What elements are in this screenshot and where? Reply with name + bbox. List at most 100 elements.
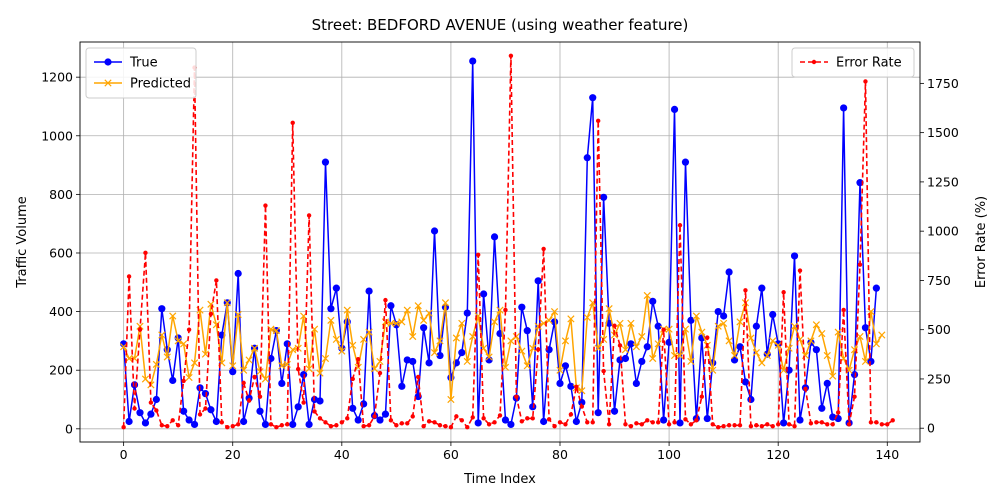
data-point: [649, 297, 657, 305]
data-point: [350, 376, 355, 382]
data-point: [628, 424, 634, 429]
data-point: [780, 366, 788, 374]
data-point: [765, 422, 770, 427]
data-point: [414, 302, 422, 310]
data-point: [850, 371, 859, 379]
series-line: [122, 294, 883, 401]
data-point: [774, 341, 782, 349]
legend-label: True: [129, 56, 158, 71]
data-point: [345, 416, 350, 421]
data-point: [514, 394, 519, 399]
data-point: [885, 422, 890, 427]
legend-frame: [85, 47, 197, 99]
data-point: [834, 328, 842, 336]
data-point: [645, 418, 650, 423]
data-point: [748, 424, 754, 429]
data-point: [612, 323, 617, 328]
data-point: [812, 346, 820, 354]
data-point: [295, 366, 301, 372]
data-point: [316, 369, 324, 377]
data-point: [394, 423, 399, 428]
data-point: [403, 356, 411, 364]
data-point: [812, 321, 820, 329]
data-point: [726, 423, 732, 428]
data-point: [448, 425, 454, 430]
data-point: [436, 337, 444, 345]
data-point: [278, 379, 286, 387]
data-point: [650, 420, 655, 425]
data-point: [415, 374, 421, 380]
data-point: [463, 357, 471, 366]
data-point: [868, 420, 874, 425]
y-tick-label: 600: [49, 245, 73, 260]
data-point: [175, 423, 181, 428]
data-point: [830, 422, 835, 427]
data-point: [677, 223, 683, 228]
data-point: [229, 362, 237, 370]
data-point: [752, 348, 760, 357]
data-point: [605, 305, 613, 313]
data-point: [861, 357, 870, 366]
data-point: [518, 303, 526, 311]
data-point: [141, 419, 150, 427]
data-point: [274, 425, 279, 430]
y-tick-label: 1200: [41, 70, 73, 85]
data-point: [769, 337, 777, 345]
data-point: [818, 404, 826, 412]
legend-frame: [791, 47, 915, 78]
data-point: [190, 359, 199, 367]
plot-frame: [79, 41, 921, 443]
data-point: [741, 378, 750, 386]
data-point: [459, 418, 465, 423]
data-point: [143, 250, 148, 256]
data-point: [561, 362, 570, 370]
data-point: [694, 418, 699, 423]
data-point: [475, 252, 481, 258]
data-point: [152, 360, 160, 368]
data-point: [578, 398, 586, 407]
data-point: [121, 425, 126, 430]
data-point: [525, 416, 530, 421]
data-point: [578, 387, 586, 395]
data-point: [736, 343, 744, 351]
data-point: [240, 366, 248, 374]
data-point: [447, 395, 455, 404]
data-point: [180, 340, 188, 348]
data-point: [163, 353, 171, 361]
data-point: [725, 268, 733, 276]
legend-label: Predicted: [130, 77, 191, 92]
data-point: [403, 306, 411, 314]
y2-tick-label: 500: [927, 322, 951, 337]
data-point: [863, 79, 868, 84]
data-point: [737, 423, 743, 428]
data-point: [316, 397, 324, 405]
data-point: [321, 158, 330, 166]
data-point: [585, 420, 590, 425]
data-point: [583, 313, 591, 322]
data-point: [392, 319, 400, 327]
data-point: [425, 309, 433, 317]
data-point: [301, 400, 306, 405]
data-point: [594, 344, 602, 352]
data-point: [534, 277, 542, 285]
legend-marker: [104, 58, 112, 66]
series-error-rate: [121, 53, 895, 430]
data-point: [574, 384, 579, 390]
data-point: [250, 344, 259, 352]
data-point: [594, 409, 602, 417]
data-point: [278, 362, 286, 370]
data-point: [290, 120, 295, 125]
data-point: [797, 268, 803, 273]
data-point: [523, 362, 531, 370]
data-point: [360, 335, 368, 344]
data-point: [252, 374, 257, 380]
data-point: [770, 424, 775, 429]
data-point: [874, 420, 879, 425]
data-point: [676, 351, 684, 360]
data-point: [154, 408, 159, 413]
data-point: [185, 416, 193, 424]
data-point: [207, 300, 215, 308]
data-point: [846, 422, 852, 427]
data-point: [463, 309, 471, 317]
data-point: [190, 420, 199, 429]
